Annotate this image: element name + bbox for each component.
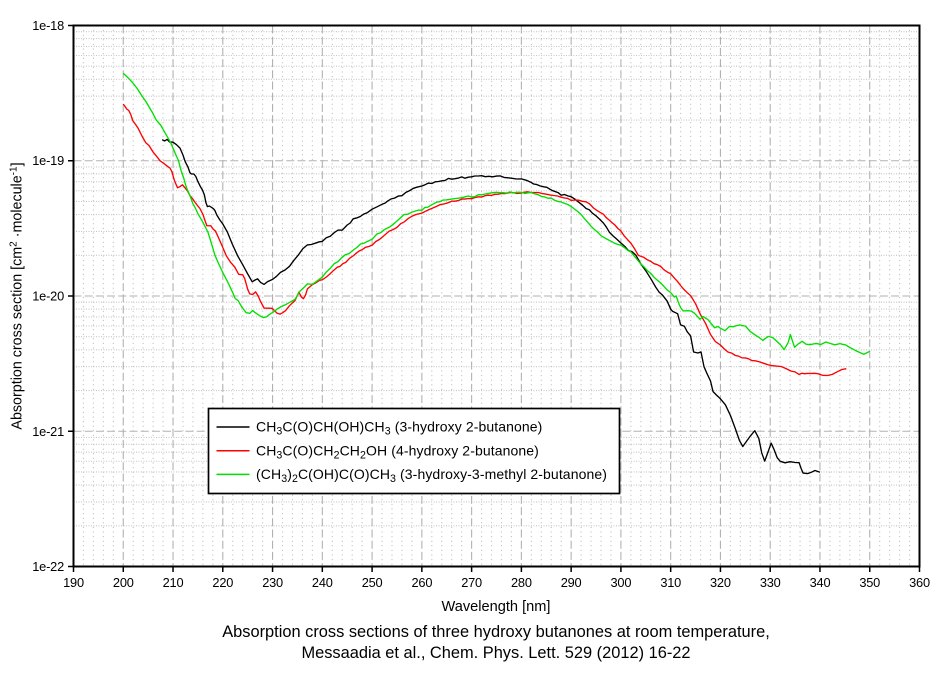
svg-text:240: 240 [312, 575, 333, 590]
svg-text:1e-20: 1e-20 [32, 289, 64, 304]
svg-text:360: 360 [909, 575, 930, 590]
svg-text:190: 190 [63, 575, 84, 590]
svg-text:330: 330 [760, 575, 781, 590]
svg-text:Absorption cross sections of t: Absorption cross sections of three hydro… [222, 623, 770, 641]
svg-text:290: 290 [561, 575, 582, 590]
svg-text:220: 220 [212, 575, 233, 590]
svg-text:340: 340 [810, 575, 831, 590]
svg-text:1e-18: 1e-18 [32, 18, 64, 33]
svg-text:CH3C(O)CH(OH)CH3 (3-hydroxy 2-: CH3C(O)CH(OH)CH3 (3-hydroxy 2-butanone) [256, 419, 542, 438]
svg-text:260: 260 [412, 575, 433, 590]
svg-text:CH3C(O)CH2CH2OH (4-hydroxy 2-b: CH3C(O)CH2CH2OH (4-hydroxy 2-butanone) [256, 443, 539, 462]
svg-text:250: 250 [362, 575, 383, 590]
svg-text:(CH3)2C(OH)C(O)CH3 (3-hydroxy-: (CH3)2C(OH)C(O)CH3 (3-hydroxy-3-methyl 2… [256, 466, 607, 485]
svg-text:1e-21: 1e-21 [32, 424, 64, 439]
svg-text:350: 350 [859, 575, 880, 590]
svg-text:320: 320 [710, 575, 731, 590]
svg-text:300: 300 [611, 575, 632, 590]
svg-text:Messaadia et al., Chem. Phys.: Messaadia et al., Chem. Phys. Lett. 529 … [301, 644, 690, 662]
svg-text:200: 200 [113, 575, 134, 590]
svg-text:230: 230 [262, 575, 283, 590]
svg-text:1e-19: 1e-19 [32, 153, 64, 168]
svg-text:280: 280 [511, 575, 532, 590]
svg-text:Absorption cross section [cm2: Absorption cross section [cm2 ·molecule-… [9, 162, 26, 429]
svg-text:270: 270 [461, 575, 482, 590]
svg-text:1e-22: 1e-22 [32, 559, 64, 574]
svg-text:210: 210 [163, 575, 184, 590]
svg-text:Wavelength [nm]: Wavelength [nm] [442, 599, 551, 615]
svg-text:310: 310 [660, 575, 681, 590]
